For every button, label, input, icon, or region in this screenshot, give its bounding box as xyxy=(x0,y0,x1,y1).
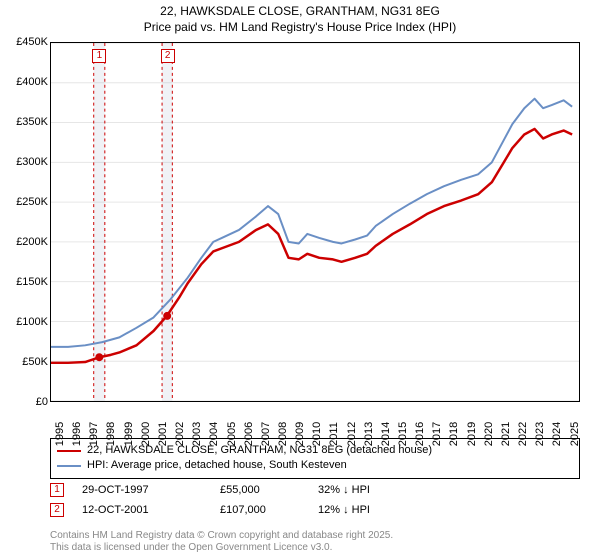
legend-swatch-blue xyxy=(57,465,81,467)
y-tick-label: £150K xyxy=(2,276,48,288)
legend-label-red: 22, HAWKSDALE CLOSE, GRANTHAM, NG31 8EG … xyxy=(87,443,432,458)
y-tick-label: £0 xyxy=(2,396,48,408)
footer-line-1: Contains HM Land Registry data © Crown c… xyxy=(50,530,580,542)
title-block: 22, HAWKSDALE CLOSE, GRANTHAM, NG31 8EG … xyxy=(0,0,600,37)
legend-row-red: 22, HAWKSDALE CLOSE, GRANTHAM, NG31 8EG … xyxy=(57,443,573,458)
legend-row-blue: HPI: Average price, detached house, Sout… xyxy=(57,458,573,473)
footer-line-2: This data is licensed under the Open Gov… xyxy=(50,542,580,554)
footer: Contains HM Land Registry data © Crown c… xyxy=(50,530,580,554)
y-tick-label: £200K xyxy=(2,236,48,248)
chart-plot-area: 12 xyxy=(50,42,580,402)
sales-price-2: £107,000 xyxy=(220,504,300,516)
legend-swatch-red xyxy=(57,450,81,452)
legend-label-blue: HPI: Average price, detached house, Sout… xyxy=(87,458,347,473)
y-tick-label: £450K xyxy=(2,36,48,48)
sales-price-1: £55,000 xyxy=(220,484,300,496)
y-tick-label: £100K xyxy=(2,316,48,328)
chart-marker-1: 1 xyxy=(92,49,106,63)
y-tick-label: £50K xyxy=(2,356,48,368)
y-tick-label: £300K xyxy=(2,156,48,168)
y-tick-label: £400K xyxy=(2,76,48,88)
sales-num-2: 2 xyxy=(50,503,64,517)
y-tick-label: £350K xyxy=(2,116,48,128)
sales-pct-2: 12% ↓ HPI xyxy=(318,504,418,516)
title-line-1: 22, HAWKSDALE CLOSE, GRANTHAM, NG31 8EG xyxy=(0,4,600,20)
chart-container: 22, HAWKSDALE CLOSE, GRANTHAM, NG31 8EG … xyxy=(0,0,600,560)
sales-row-2: 2 12-OCT-2001 £107,000 12% ↓ HPI xyxy=(50,500,580,520)
title-line-2: Price paid vs. HM Land Registry's House … xyxy=(0,20,600,36)
sales-row-1: 1 29-OCT-1997 £55,000 32% ↓ HPI xyxy=(50,480,580,500)
sales-table: 1 29-OCT-1997 £55,000 32% ↓ HPI 2 12-OCT… xyxy=(50,480,580,520)
y-tick-label: £250K xyxy=(2,196,48,208)
sales-num-1: 1 xyxy=(50,483,64,497)
legend: 22, HAWKSDALE CLOSE, GRANTHAM, NG31 8EG … xyxy=(50,438,580,479)
chart-marker-2: 2 xyxy=(161,49,175,63)
sales-pct-1: 32% ↓ HPI xyxy=(318,484,418,496)
sales-date-1: 29-OCT-1997 xyxy=(82,484,202,496)
sales-date-2: 12-OCT-2001 xyxy=(82,504,202,516)
chart-svg xyxy=(51,43,579,401)
